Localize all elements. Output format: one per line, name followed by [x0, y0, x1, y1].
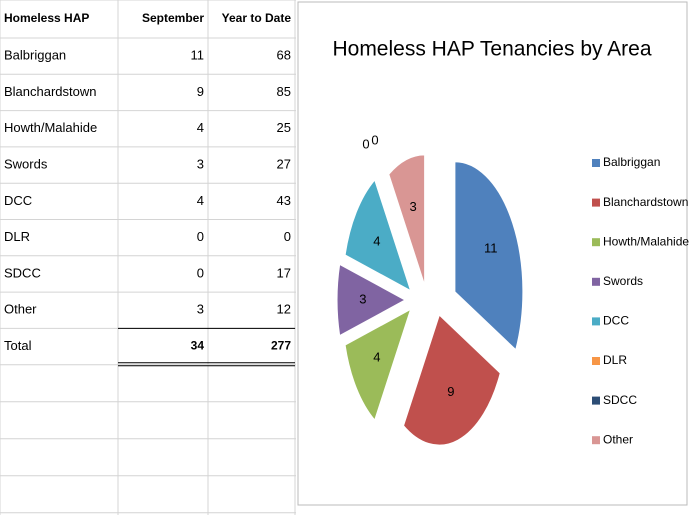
- pie-slice: [403, 314, 501, 446]
- cell: SDCC: [4, 265, 41, 280]
- legend-swatch: [592, 238, 600, 247]
- chart-title: Homeless HAP Tenancies by Area: [332, 38, 651, 61]
- legend-swatch: [592, 198, 600, 207]
- cell: 3: [197, 302, 204, 317]
- cell: 34: [191, 339, 205, 353]
- legend-label: DCC: [603, 314, 629, 328]
- cell: 4: [197, 120, 204, 135]
- legend-swatch: [592, 277, 600, 286]
- data-label: 11: [484, 241, 498, 256]
- cell: 277: [271, 339, 291, 353]
- cell: 0: [197, 265, 204, 280]
- data-label: 9: [447, 384, 454, 399]
- cell: Swords: [4, 156, 48, 171]
- pie-slice: [344, 308, 412, 422]
- legend-label: DLR: [603, 353, 627, 367]
- header-cell: Homeless HAP: [4, 11, 89, 25]
- legend-swatch: [592, 357, 600, 365]
- data-label: 3: [359, 291, 366, 306]
- legend-swatch: [592, 159, 600, 167]
- cell: Blanchardstown: [4, 84, 97, 99]
- legend-swatch: [592, 396, 600, 405]
- cell: 0: [284, 229, 291, 244]
- cell: DLR: [4, 229, 30, 244]
- legend-label: SDCC: [603, 393, 637, 407]
- header-cell: September: [142, 11, 204, 25]
- pie-slice: [344, 178, 412, 292]
- legend-label: Swords: [603, 274, 643, 288]
- cell: 4: [197, 193, 204, 208]
- cell: 9: [197, 84, 204, 99]
- legend-label: Other: [603, 432, 633, 446]
- cell: Howth/Malahide: [4, 120, 97, 135]
- data-label: 0: [371, 133, 378, 148]
- cell: 85: [277, 84, 291, 99]
- cell: 25: [277, 120, 291, 135]
- legend-label: Blanchardstown: [603, 195, 688, 209]
- legend-swatch: [592, 317, 600, 326]
- cell: 11: [191, 48, 205, 63]
- cell: 12: [277, 302, 291, 317]
- cell: 17: [277, 265, 291, 280]
- header-cell: Year to Date: [222, 11, 292, 25]
- cell: 68: [277, 48, 291, 63]
- data-label: 4: [373, 349, 380, 364]
- cell: 0: [197, 229, 204, 244]
- data-label: 0: [362, 137, 369, 152]
- legend-label: Balbriggan: [603, 155, 660, 169]
- cell: Total: [4, 338, 32, 353]
- cell: 27: [277, 156, 291, 171]
- legend-swatch: [592, 436, 600, 445]
- cell: Other: [4, 302, 37, 317]
- legend-label: Howth/Malahide: [603, 234, 689, 248]
- pie-slice: [388, 154, 426, 286]
- pie-slice: [336, 263, 407, 337]
- data-label: 3: [409, 199, 416, 214]
- pie-slice: [454, 161, 524, 351]
- cell: 3: [197, 156, 204, 171]
- cell: 43: [277, 193, 291, 208]
- cell: DCC: [4, 193, 32, 208]
- cell: Balbriggan: [4, 48, 66, 63]
- data-label: 4: [373, 233, 380, 248]
